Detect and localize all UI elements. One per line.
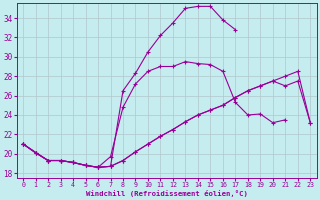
X-axis label: Windchill (Refroidissement éolien,°C): Windchill (Refroidissement éolien,°C) [86, 190, 248, 197]
